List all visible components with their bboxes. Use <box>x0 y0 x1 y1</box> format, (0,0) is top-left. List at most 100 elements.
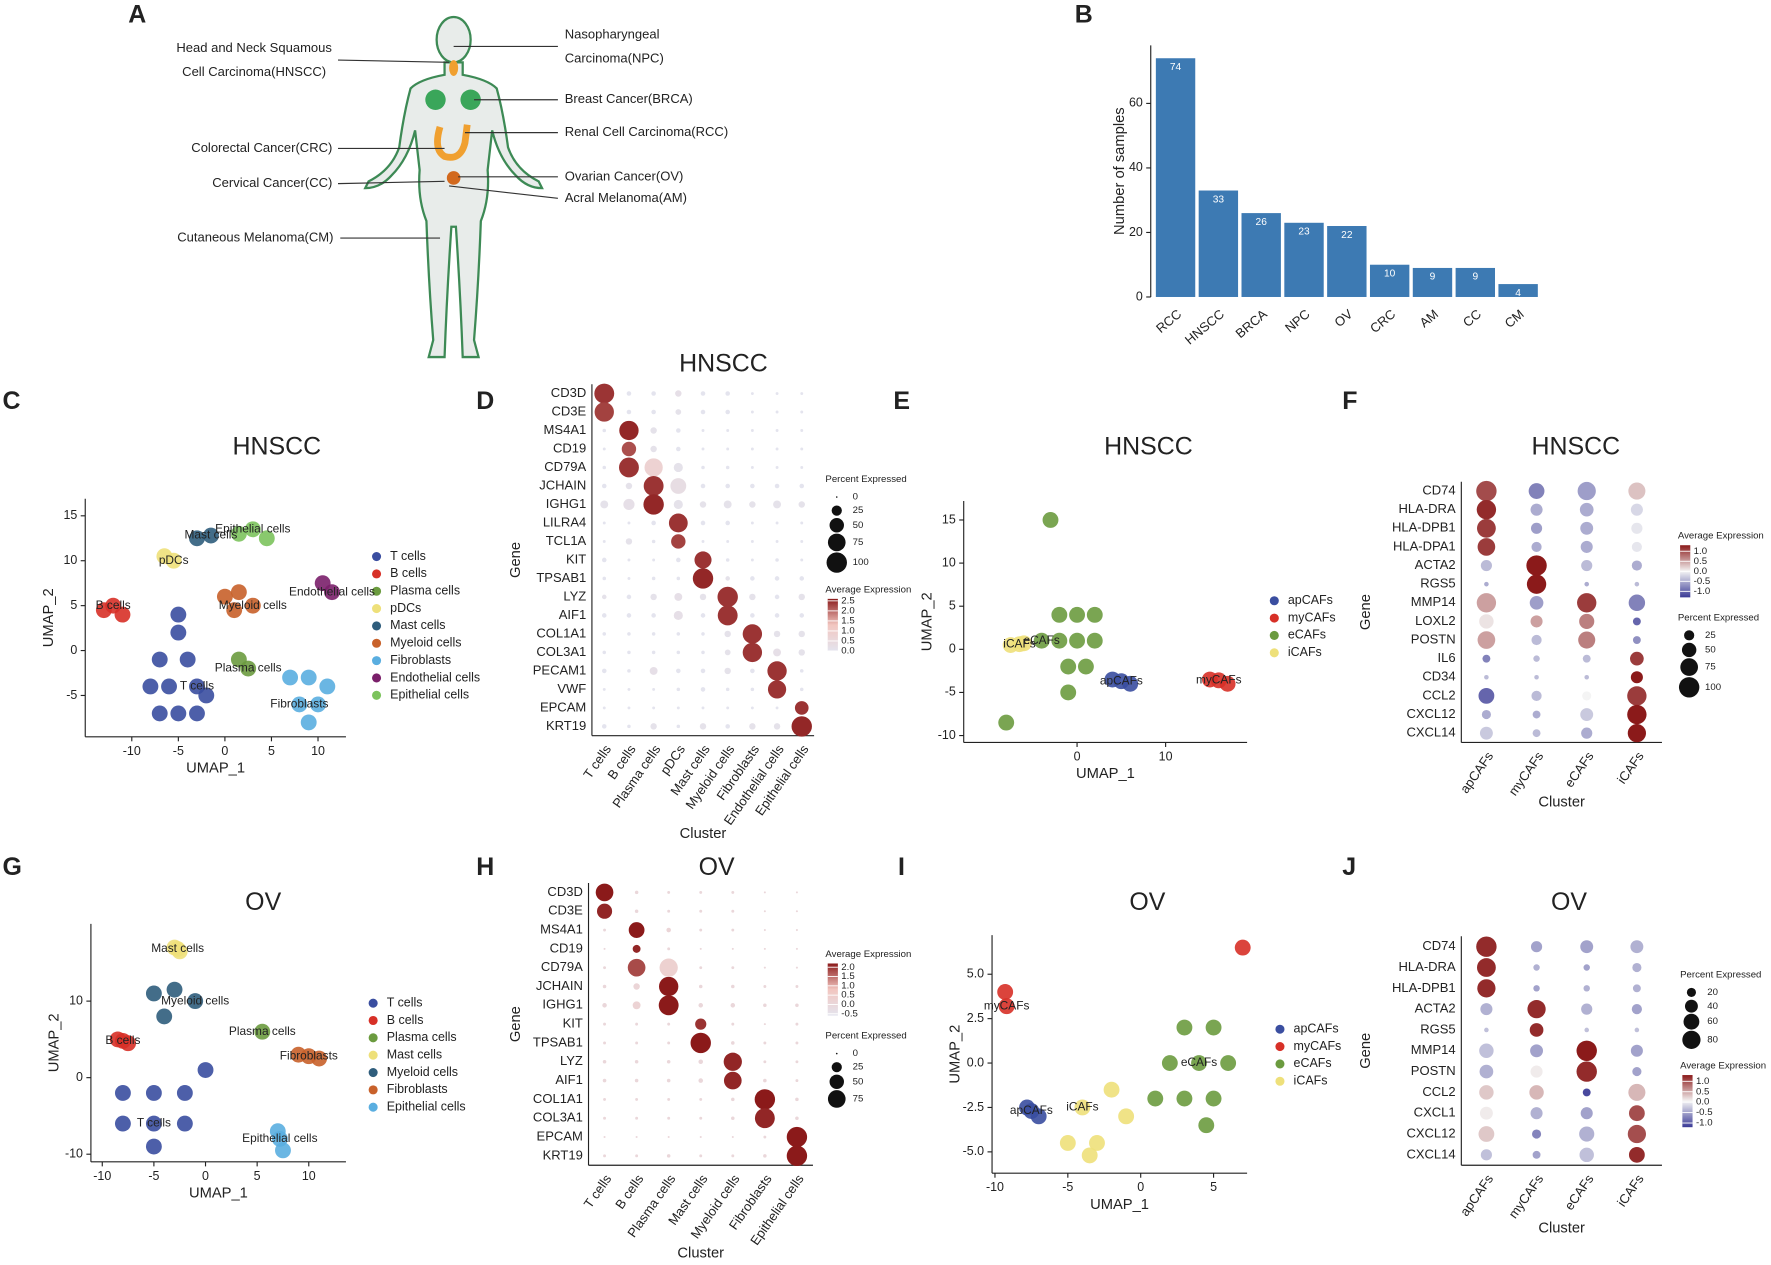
dot <box>1632 1067 1642 1077</box>
point <box>1118 1108 1135 1125</box>
point <box>1074 1099 1091 1116</box>
dot <box>1628 1105 1645 1122</box>
dot <box>750 429 754 432</box>
y-axis-title: UMAP_2 <box>948 1025 964 1084</box>
cluster-label: B cells <box>96 598 131 612</box>
dot <box>1479 1085 1494 1100</box>
dot <box>699 947 702 950</box>
dot <box>699 966 703 970</box>
point <box>189 705 205 722</box>
point <box>1051 606 1068 623</box>
body-label: Nasopharyngeal <box>565 27 660 42</box>
point <box>230 584 247 601</box>
dot <box>650 593 657 601</box>
dot <box>795 891 798 894</box>
point <box>1205 1090 1222 1107</box>
dot <box>1532 729 1541 738</box>
dot <box>621 441 637 457</box>
dot <box>619 457 639 478</box>
dot <box>1527 1000 1546 1019</box>
point <box>1030 1108 1047 1125</box>
x-axis-title: UMAP_1 <box>1090 1197 1149 1213</box>
colorbar-label: 0.5 <box>841 636 854 647</box>
y-axis-title: Number of samples <box>1112 107 1128 235</box>
size-legend-key <box>827 533 846 552</box>
size-legend-label: 50 <box>853 1076 864 1087</box>
cluster-label: apCAFs <box>1010 1103 1053 1117</box>
dot <box>635 1136 638 1139</box>
dot <box>717 586 738 608</box>
legend-key <box>1275 1059 1285 1069</box>
dot <box>1479 1106 1493 1120</box>
gene-label: AIF1 <box>555 1072 583 1087</box>
size-legend-key <box>831 505 842 516</box>
colorbar-label: 1.0 <box>1696 1076 1709 1087</box>
legend-label: Mast cells <box>387 1047 442 1061</box>
dot <box>775 521 779 525</box>
bar-value-label: 23 <box>1298 227 1310 238</box>
dot <box>725 465 730 470</box>
x-tick-label: -10 <box>986 1180 1004 1194</box>
point <box>244 597 261 614</box>
gene-label: EPCAM <box>540 699 586 714</box>
chart-title: HNSCC <box>1531 432 1620 460</box>
dot <box>724 630 731 638</box>
dot <box>651 650 656 655</box>
dot <box>700 687 706 692</box>
legend-label: Plasma cells <box>387 1030 457 1044</box>
point <box>1176 1090 1193 1107</box>
dot <box>634 909 639 913</box>
gene-label: CXCL14 <box>1406 725 1455 740</box>
panel-letters: A B C D E F G H I J <box>2 0 1357 880</box>
point <box>1234 939 1251 956</box>
dot <box>763 1023 766 1026</box>
gene-label: RGS5 <box>1420 1021 1455 1036</box>
dot <box>627 669 631 673</box>
dot <box>1530 522 1543 534</box>
legend-label: myCAFs <box>1294 1039 1342 1053</box>
dot <box>786 1145 808 1167</box>
dot <box>749 501 756 508</box>
legend-key <box>372 656 382 666</box>
y-tick-label: -2.5 <box>963 1100 985 1114</box>
dot <box>1578 631 1596 649</box>
dot <box>795 1041 799 1045</box>
x-axis-title: UMAP_1 <box>1076 766 1135 782</box>
size-legend-label: 25 <box>1705 630 1716 641</box>
gene-label: KIT <box>563 1016 583 1031</box>
dot <box>1482 654 1491 663</box>
dot <box>775 466 779 469</box>
point <box>324 584 340 601</box>
dot <box>1479 1043 1494 1058</box>
legend-key <box>368 1015 378 1026</box>
y-tick-label: 0 <box>949 642 956 656</box>
dot <box>628 922 645 938</box>
dot <box>651 613 656 618</box>
dot <box>1581 727 1593 739</box>
dot <box>602 576 607 581</box>
x-tick-label: 0 <box>1137 1180 1144 1194</box>
gene-label: MS4A1 <box>544 422 587 437</box>
legend-title: Percent Expressed <box>1678 612 1759 623</box>
gene-label: TPSAB1 <box>536 570 586 585</box>
dot <box>1479 726 1493 740</box>
dot <box>775 410 779 414</box>
cluster-label: eCAFs <box>1181 1055 1217 1069</box>
size-legend-label: 80 <box>1707 1034 1718 1045</box>
dot <box>602 1078 607 1083</box>
point <box>114 1085 131 1101</box>
point <box>1191 1055 1207 1071</box>
dot <box>1628 482 1646 500</box>
dot <box>619 420 639 441</box>
size-legend-key <box>835 1052 838 1055</box>
dot <box>651 409 656 415</box>
dot <box>675 409 682 415</box>
dot <box>699 928 703 932</box>
y-tick-label: -5 <box>945 685 956 699</box>
colorbar <box>827 598 838 651</box>
dot <box>651 632 656 636</box>
colorbar <box>1682 1075 1693 1128</box>
dot <box>1627 1124 1647 1144</box>
dot <box>774 576 780 581</box>
dot <box>699 501 707 508</box>
